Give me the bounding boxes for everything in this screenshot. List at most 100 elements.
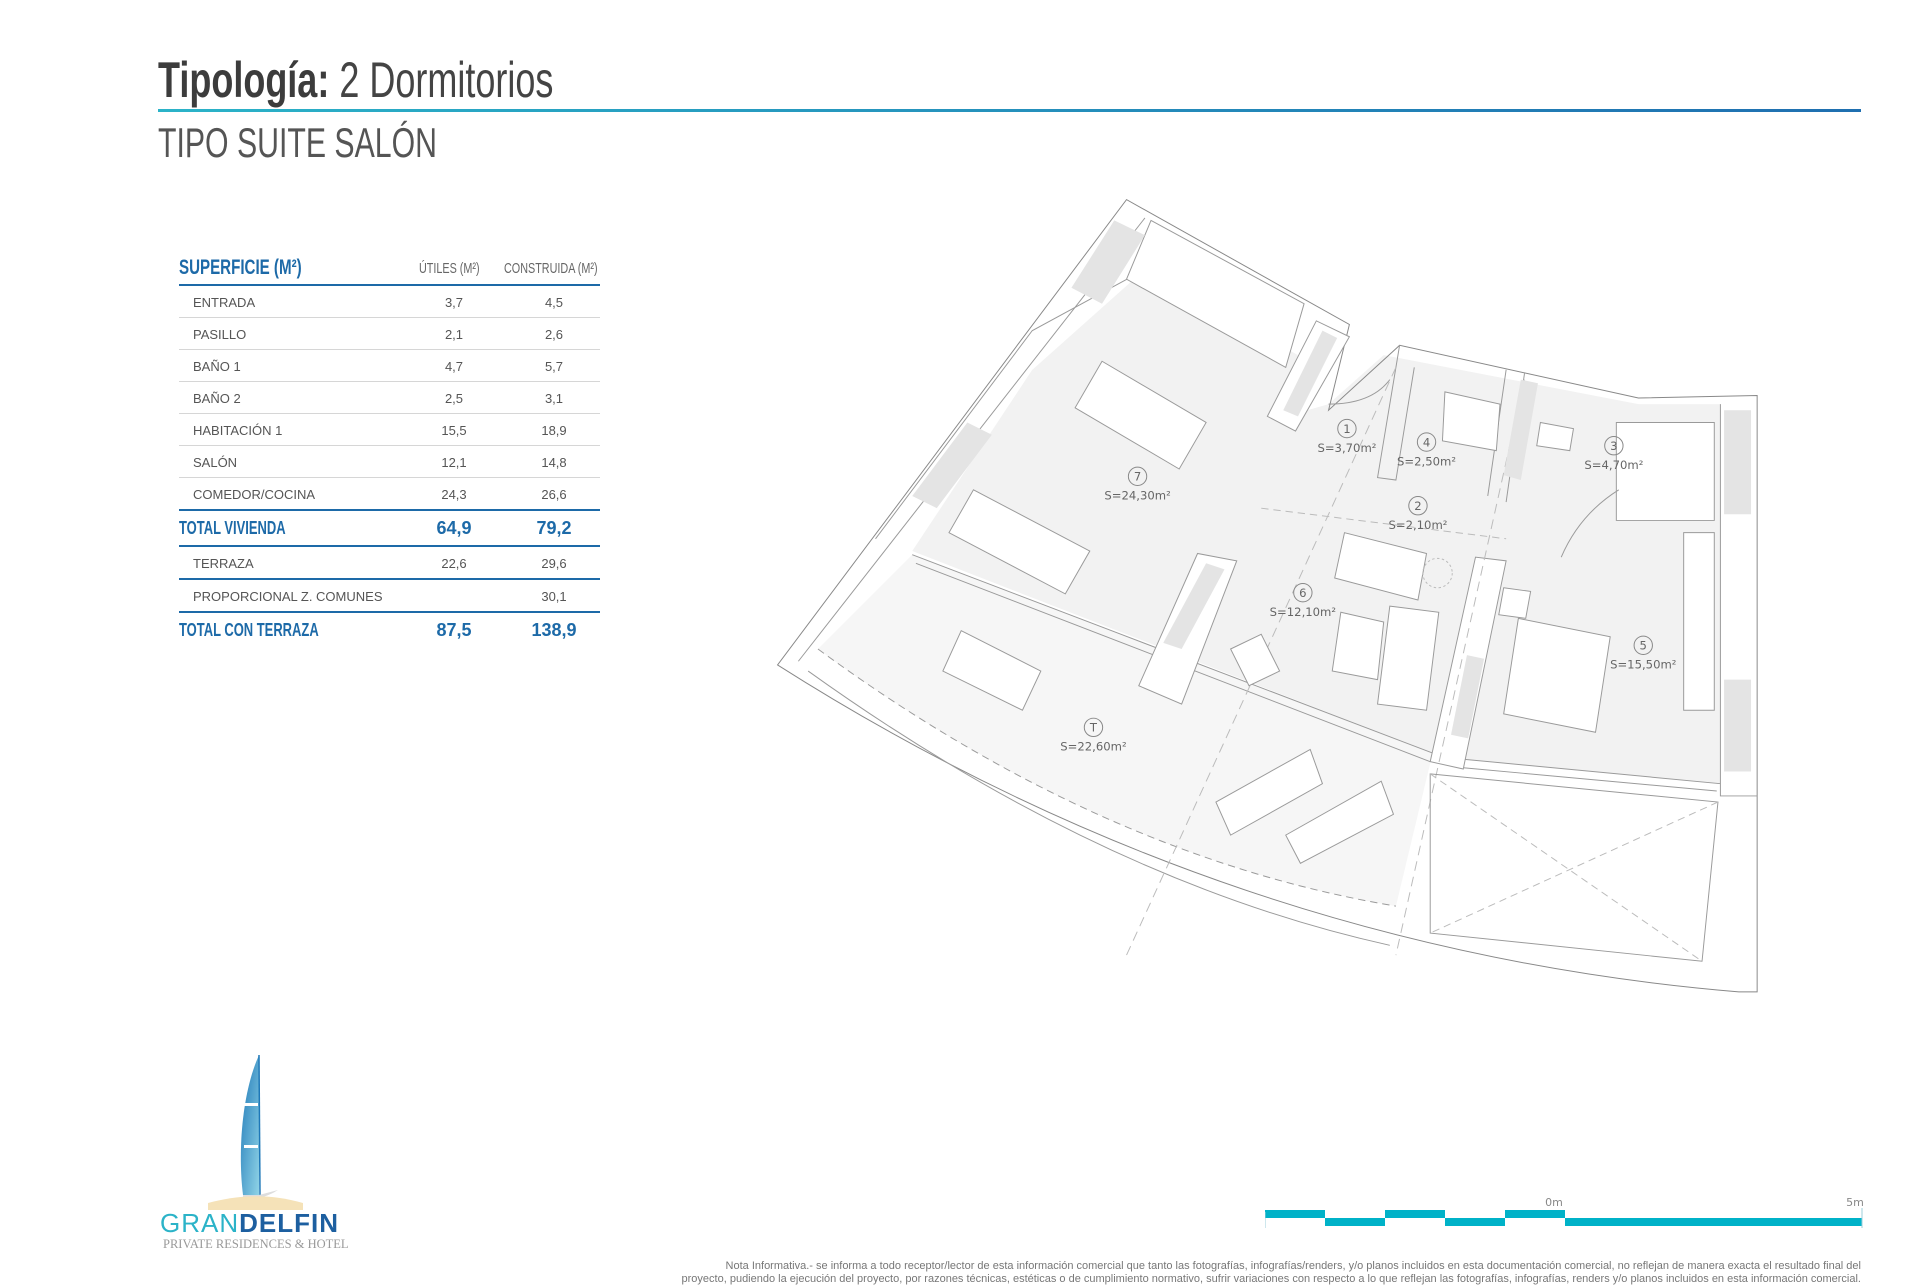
row-construida: 4,5 (544, 295, 564, 310)
row-utiles: 12,1 (441, 455, 467, 470)
sunbed-icon (1285, 780, 1395, 864)
room-number-circle (1416, 432, 1437, 452)
armchair-icon (1229, 633, 1281, 687)
room-area: S=2,50m² (1397, 454, 1456, 468)
sofa-icon (1377, 605, 1440, 711)
scale-segment (1385, 1210, 1445, 1218)
room-number-circle (1633, 635, 1653, 655)
scale-segment (1265, 1210, 1325, 1218)
plant-icon (1422, 557, 1453, 589)
row-label: PASILLO (193, 327, 247, 342)
scale-segment (1445, 1218, 1505, 1226)
table-row: BAÑO 2 2,5 3,1 (179, 382, 600, 414)
terraza-row: TERRAZA 22,6 29,6 (179, 547, 600, 580)
scale-segment (1505, 1210, 1565, 1218)
title-light: 2 Dormitorios (339, 52, 554, 108)
room-number: 4 (1423, 435, 1430, 449)
room-number: T (1089, 721, 1098, 735)
scale-label-start: 0m (1545, 1196, 1563, 1209)
void-area (1429, 773, 1719, 962)
bath-fixture-icon (1536, 421, 1575, 452)
nightstand-icon (1498, 587, 1532, 619)
right-wall (1719, 404, 1758, 797)
door-arc (1560, 489, 1620, 558)
row-utiles: 2,1 (444, 327, 464, 342)
row-construida: 5,7 (544, 359, 564, 374)
title-bold: Tipología: (158, 52, 330, 108)
room-number-circle (1604, 436, 1624, 456)
room-number-circle (1337, 418, 1357, 439)
row-construida: 79,2 (536, 518, 572, 538)
bed-icon (1503, 617, 1611, 733)
room-label: 4 S=2,50m² (1397, 432, 1456, 468)
table-header: SUPERFICIE (M²) ÚTILES (M²) CONSTRUIDA (… (179, 252, 600, 286)
row-label: TOTAL VIVIENDA (179, 518, 286, 538)
page-title: Tipología: 2 Dormitorios (158, 50, 707, 110)
sunbed-icon (1215, 748, 1324, 836)
header-construida: CONSTRUIDA (M²) (504, 260, 598, 277)
bath-fixture-icon (1441, 391, 1501, 452)
row-construida: 14,8 (541, 455, 567, 470)
logo-tagline: PRIVATE RESIDENCES & HOTEL (163, 1237, 349, 1251)
header-surface: SUPERFICIE (M²) (179, 256, 302, 279)
row-label: PROPORCIONAL Z. COMUNES (193, 589, 383, 604)
row-construida: 3,1 (544, 391, 564, 406)
void-cross (1429, 773, 1719, 962)
row-utiles: 22,6 (441, 556, 467, 571)
brand-light: GRAN (160, 1208, 240, 1238)
terrace-curve (817, 648, 1396, 907)
table-row: ENTRADA 3,7 4,5 (179, 286, 600, 318)
bedroom-glass (1463, 758, 1721, 792)
header-rule (158, 109, 1861, 112)
scale-segment (1565, 1218, 1862, 1226)
dining-table-icon (948, 489, 1091, 595)
row-construida: 29,6 (541, 556, 567, 571)
door-arc (1328, 379, 1391, 405)
room-area: S=2,10m² (1388, 518, 1447, 532)
furniture (942, 219, 1715, 864)
wardrobe-icon (1683, 532, 1715, 711)
scale-segment (1325, 1218, 1385, 1226)
row-label: SALÓN (193, 455, 238, 470)
legal-note-line2: proyecto, pudiendo la ejecución del proy… (681, 1273, 1861, 1285)
brand-bold: DELFIN (239, 1208, 340, 1238)
row-construida: 30,1 (541, 589, 567, 604)
row-utiles: 3,7 (444, 295, 464, 310)
kitchen-island-icon (1074, 360, 1207, 470)
scale-label-end: 5m (1846, 1196, 1863, 1209)
header-utiles: ÚTILES (M²) (419, 260, 480, 277)
room-label: 5 S=15,50m² (1610, 635, 1676, 672)
sofa-icon (1334, 532, 1428, 601)
row-construida: 2,6 (544, 327, 564, 342)
room-number-circle (1127, 466, 1148, 487)
row-label: COMEDOR/COCINA (193, 487, 316, 502)
room-area: S=4,70m² (1584, 458, 1643, 472)
row-construida: 18,9 (541, 423, 567, 438)
kitchen-counter-icon (1125, 219, 1305, 369)
room-number: 7 (1134, 470, 1141, 484)
zone-line (1261, 507, 1507, 540)
room-area: S=24,30m² (1104, 489, 1170, 503)
row-label: TOTAL CON TERRAZA (179, 620, 319, 640)
room-number: 1 (1343, 422, 1350, 436)
logo-brand: GRANDELFIN (160, 1208, 339, 1239)
row-utiles: 4,7 (444, 359, 464, 374)
comunes-row: PROPORCIONAL Z. COMUNES 30,1 (179, 580, 600, 613)
room-number: 3 (1610, 439, 1617, 453)
room-area: S=22,60m² (1060, 740, 1126, 754)
room-label: 1 S=3,70m² (1317, 418, 1376, 455)
surface-table: SUPERFICIE (M²) ÚTILES (M²) CONSTRUIDA (… (179, 252, 600, 647)
row-utiles: 2,5 (444, 391, 464, 406)
row-utiles: 15,5 (441, 423, 467, 438)
table-row: PASILLO 2,1 2,6 (179, 318, 600, 350)
room-label: T S=22,60m² (1060, 717, 1127, 754)
room-area: S=15,50m² (1610, 658, 1676, 672)
scale-bar: 0m 5m (1265, 1196, 1863, 1228)
terrace-outer-curve (807, 670, 1390, 946)
row-label: ENTRADA (193, 295, 256, 310)
row-label: HABITACIÓN 1 (193, 423, 283, 438)
row-label: BAÑO 2 (193, 391, 241, 406)
grandelfin-logo-icon (208, 1054, 303, 1210)
row-construida: 138,9 (531, 620, 577, 640)
room-number-circle (1293, 582, 1313, 603)
